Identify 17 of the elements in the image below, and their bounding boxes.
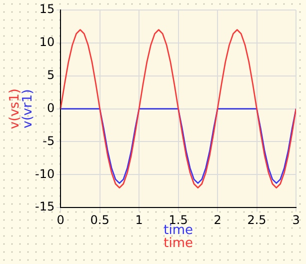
- y-tick-label: 0: [46, 100, 55, 115]
- y-tick-label: 10: [39, 35, 55, 50]
- x-tick-label: 0.5: [90, 212, 110, 227]
- x-tick-label: 2.5: [247, 212, 266, 227]
- x-tick-label: 2: [214, 212, 222, 227]
- y-tick-label: -5: [42, 134, 55, 148]
- y-tick-label: 15: [39, 2, 55, 16]
- x-axis-title: time: [164, 222, 193, 238]
- y-tick-label: 5: [46, 68, 55, 82]
- x-tick-label: 0: [56, 212, 64, 227]
- y-tick-label: -10: [34, 166, 55, 181]
- text: v(vs1): [7, 88, 22, 130]
- x-tick-label: 1: [135, 212, 143, 227]
- y-tick-label: -15: [34, 200, 55, 214]
- x-tick-label: 3: [292, 212, 300, 227]
- text: v(vr1): [20, 89, 36, 128]
- text: time: [164, 236, 193, 251]
